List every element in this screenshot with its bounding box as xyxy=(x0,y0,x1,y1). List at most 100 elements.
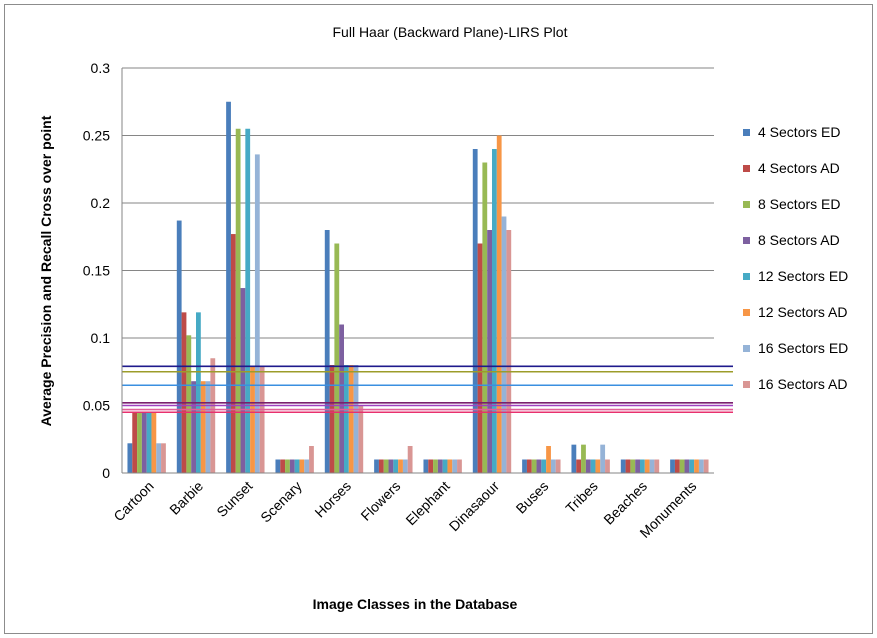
bar xyxy=(309,446,314,473)
bar xyxy=(698,459,704,473)
bar xyxy=(151,412,157,473)
bar xyxy=(378,459,384,473)
bar xyxy=(605,459,610,473)
x-tick-label: Tribes xyxy=(562,478,600,516)
bar xyxy=(437,459,443,473)
y-tick-label: 0 xyxy=(102,465,110,481)
bar xyxy=(684,459,690,473)
legend-label: 4 Sectors ED xyxy=(758,124,840,140)
bar xyxy=(176,220,182,473)
bar xyxy=(196,312,201,473)
legend: 4 Sectors ED 4 Sectors AD 8 Sectors ED 8 Se… xyxy=(743,124,848,392)
legend-swatch xyxy=(743,165,750,172)
bar xyxy=(620,459,626,473)
legend-label: 16 Sectors ED xyxy=(758,340,848,356)
bar xyxy=(353,365,359,473)
y-tick-label: 0.15 xyxy=(83,263,110,279)
bar xyxy=(254,154,260,473)
bar xyxy=(358,405,364,473)
bar xyxy=(339,324,344,473)
x-tick-label: Beaches xyxy=(600,478,650,528)
bar xyxy=(649,459,655,473)
bar xyxy=(423,459,429,473)
legend-label: 8 Sectors ED xyxy=(758,196,840,212)
bar xyxy=(654,459,660,473)
x-tick-label: Dinasaour xyxy=(446,478,503,535)
bar xyxy=(571,444,577,473)
bar xyxy=(689,459,695,473)
legend-label: 12 Sectors ED xyxy=(758,268,848,284)
bar xyxy=(694,459,699,473)
bar xyxy=(344,365,349,473)
bar xyxy=(501,216,507,473)
bar xyxy=(590,459,596,473)
bar xyxy=(289,459,295,473)
bar xyxy=(304,459,310,473)
bar xyxy=(674,459,680,473)
bar xyxy=(679,459,685,473)
bar xyxy=(200,381,206,473)
bar xyxy=(555,459,561,473)
legend-swatch xyxy=(743,129,750,136)
bar xyxy=(585,459,591,473)
bar xyxy=(127,443,133,473)
legend-swatch xyxy=(743,273,750,280)
bar xyxy=(472,149,478,473)
x-tick-label: Flowers xyxy=(357,478,403,524)
bar xyxy=(447,459,453,473)
legend-swatch xyxy=(743,381,750,388)
bar xyxy=(388,459,394,473)
grid-layer xyxy=(122,67,714,406)
y-tick-label: 0.25 xyxy=(83,128,110,144)
bar xyxy=(324,230,330,473)
bar xyxy=(428,459,434,473)
bar xyxy=(398,459,403,473)
bar xyxy=(285,459,290,473)
bar xyxy=(576,459,582,473)
bar xyxy=(506,230,512,473)
bar xyxy=(640,459,645,473)
legend-label: 4 Sectors AD xyxy=(758,160,840,176)
bar xyxy=(644,459,650,473)
bar xyxy=(334,243,340,473)
bar xyxy=(581,444,586,473)
legend-swatch xyxy=(743,237,750,244)
x-tick-labels: Cartoon Barbie Sunset Scenary Horses FlowersE… xyxy=(110,478,699,541)
bar xyxy=(275,459,281,473)
bar xyxy=(161,443,166,473)
bar xyxy=(531,459,537,473)
chart-title: Full Haar (Backward Plane)-LIRS Plot xyxy=(333,24,568,40)
bar xyxy=(181,312,187,473)
y-tick-label: 0.2 xyxy=(91,195,111,211)
legend-label: 16 Sectors AD xyxy=(758,376,848,392)
bar xyxy=(546,446,551,473)
bar xyxy=(407,446,413,473)
bar xyxy=(670,459,675,473)
y-axis-title: Average Precision and Recall Cross over … xyxy=(38,115,54,426)
bar xyxy=(235,128,241,473)
bar xyxy=(452,459,458,473)
bar xyxy=(487,230,492,473)
bar xyxy=(240,288,246,473)
bar xyxy=(442,459,448,473)
bar xyxy=(477,243,483,473)
bar xyxy=(259,366,265,473)
x-tick-label: Barbie xyxy=(166,478,206,518)
bar xyxy=(703,459,709,473)
x-tick-label: Buses xyxy=(513,478,552,517)
x-tick-label: Sunset xyxy=(213,478,255,520)
chart-svg: Full Haar (Backward Plane)-LIRS Plot 0 0.… xyxy=(38,24,848,612)
y-tick-label: 0.05 xyxy=(83,398,110,414)
legend-swatch xyxy=(743,345,750,352)
x-tick-label: Horses xyxy=(311,478,354,521)
bar xyxy=(383,459,389,473)
bar xyxy=(348,365,354,473)
bar xyxy=(294,459,300,473)
bar xyxy=(433,459,438,473)
x-tick-label: Cartoon xyxy=(110,478,157,525)
bar xyxy=(492,149,497,473)
bar xyxy=(230,234,236,473)
bar xyxy=(393,459,399,473)
bar xyxy=(402,459,408,473)
bar xyxy=(600,444,606,473)
